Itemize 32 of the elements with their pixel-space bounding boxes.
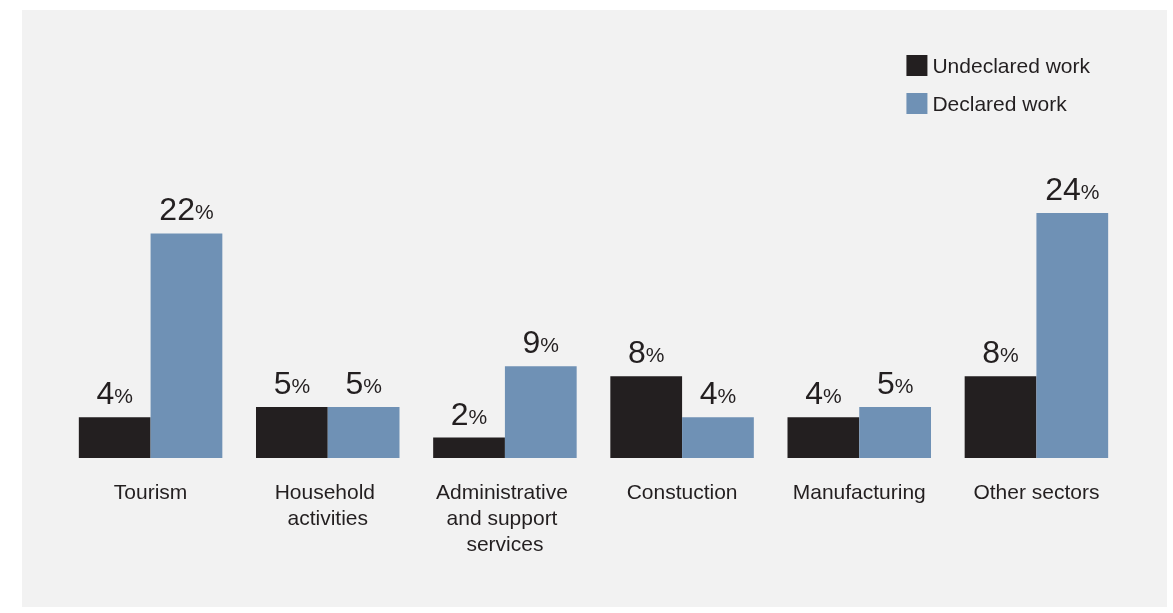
data-label: 8% bbox=[627, 334, 665, 371]
bar bbox=[682, 417, 754, 458]
data-label: 4% bbox=[805, 375, 842, 412]
data-label: 4% bbox=[96, 375, 133, 412]
bar bbox=[610, 376, 683, 458]
x-tick-label: Administrative and support services bbox=[436, 479, 574, 555]
x-tick-label: Household activities bbox=[274, 479, 381, 529]
bar bbox=[256, 406, 328, 458]
bar bbox=[964, 376, 1037, 458]
data-label: 5% bbox=[345, 364, 382, 401]
data-label: 24% bbox=[1045, 171, 1100, 207]
legend-label: Undeclared work bbox=[932, 54, 1091, 77]
bar bbox=[1036, 213, 1109, 458]
data-label: 5% bbox=[273, 364, 311, 401]
bar bbox=[433, 437, 505, 458]
data-label: 2% bbox=[450, 395, 488, 432]
data-label: 8% bbox=[982, 334, 1019, 371]
bar bbox=[78, 417, 151, 458]
data-label: 9% bbox=[522, 324, 560, 361]
bar bbox=[859, 406, 931, 458]
bar bbox=[327, 406, 400, 458]
data-label: 5% bbox=[876, 364, 914, 401]
x-tick-label: Tourism bbox=[113, 479, 188, 503]
bar bbox=[787, 417, 860, 458]
legend-label: Declared work bbox=[932, 92, 1068, 115]
x-tick-label: Manufacturing bbox=[792, 479, 926, 503]
bar bbox=[150, 233, 223, 458]
x-tick-label: Constuction bbox=[626, 479, 738, 503]
bar bbox=[504, 366, 577, 458]
x-tick-label: Other sectors bbox=[973, 479, 1100, 503]
data-label: 22% bbox=[159, 191, 214, 228]
data-label: 4% bbox=[699, 375, 737, 412]
